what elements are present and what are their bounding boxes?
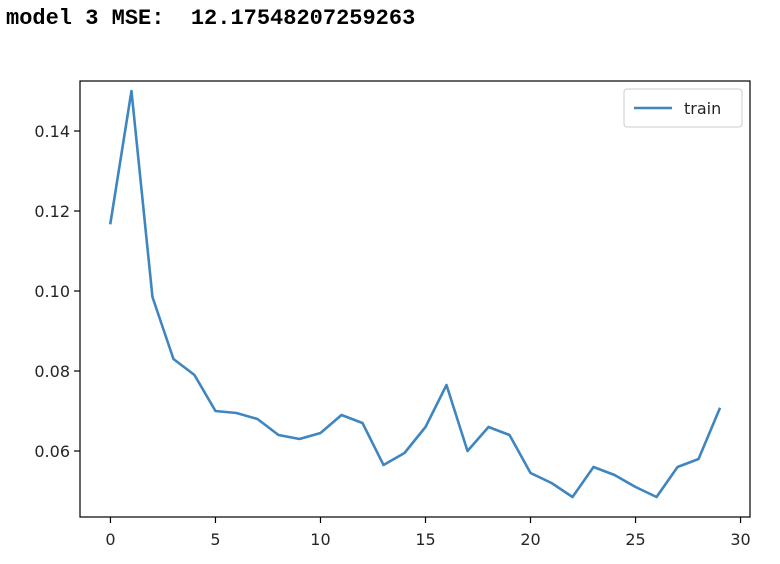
- mse-value: 12.17548207259263: [190, 6, 416, 31]
- legend: train: [623, 88, 743, 128]
- legend-box: [623, 88, 743, 128]
- y-tick-label: 0.12: [34, 202, 70, 221]
- x-tick-label: 20: [520, 530, 540, 549]
- legend-label: train: [684, 99, 721, 118]
- plot-background: [80, 81, 750, 517]
- x-axis: 0 5 10 15 20 25 30: [105, 517, 751, 549]
- y-tick-label: 0.06: [34, 442, 70, 461]
- y-axis: 0.06 0.08 0.10 0.12 0.14: [34, 122, 80, 461]
- x-tick-label: 15: [415, 530, 435, 549]
- y-tick-label: 0.08: [34, 362, 70, 381]
- plot-area: [80, 81, 750, 517]
- x-tick-label: 30: [730, 530, 750, 549]
- x-tick-label: 5: [210, 530, 220, 549]
- mse-label: model 3 MSE:: [6, 6, 165, 31]
- series-line-train: [108, 89, 722, 499]
- series-layer: [108, 89, 722, 499]
- x-tick-label: 10: [310, 530, 330, 549]
- mse-output-text: model 3 MSE: 12.17548207259263: [6, 4, 415, 34]
- x-tick-label: 25: [625, 530, 645, 549]
- x-tick-label: 0: [105, 530, 115, 549]
- axes-border: [79, 80, 751, 518]
- y-tick-label: 0.10: [34, 282, 70, 301]
- axes-frame: [79, 80, 751, 518]
- y-tick-label: 0.14: [34, 122, 70, 141]
